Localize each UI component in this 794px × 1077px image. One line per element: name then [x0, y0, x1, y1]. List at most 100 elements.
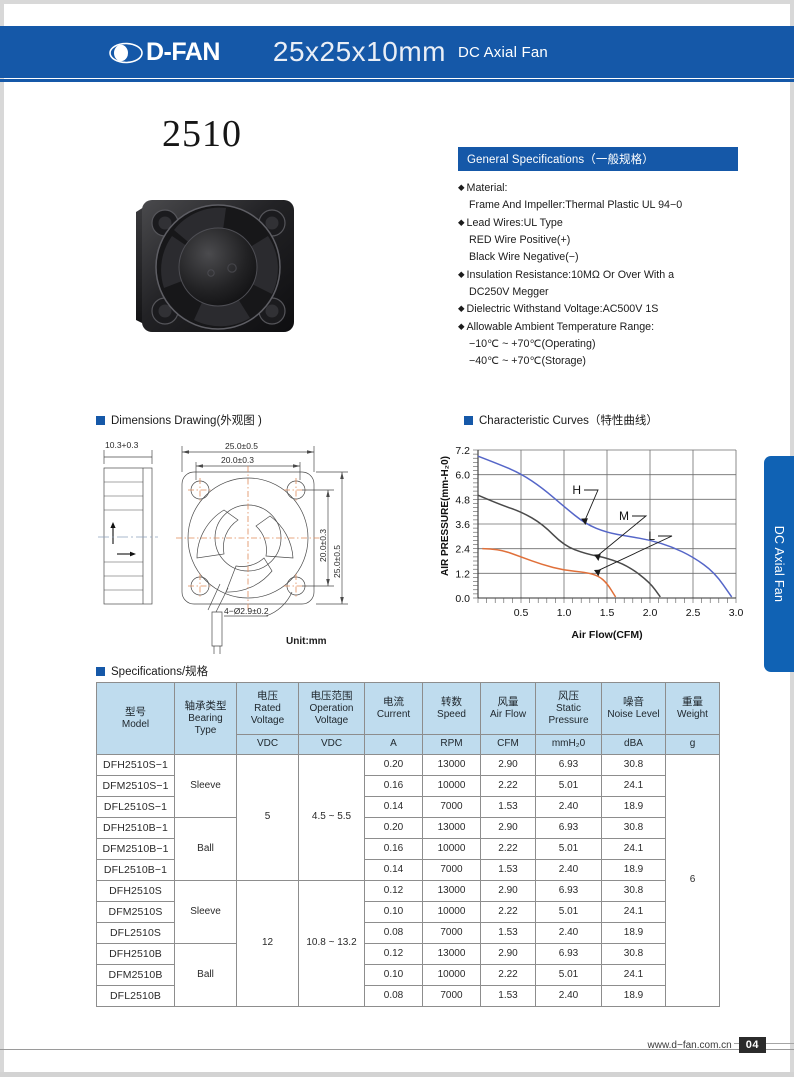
table-row: DFH2510S Sleeve 12 10.8 ~ 13.2 0.12 13000 2.90…: [96, 880, 720, 1007]
cell-model: DFH2510B−1: [96, 817, 175, 839]
cell-static-pressure: 5.01: [535, 838, 602, 860]
curve-label-M: M: [619, 509, 629, 523]
general-spec-text: −10℃ ~ +70℃(Operating): [469, 337, 596, 350]
general-spec-text: Insulation Resistance:10MΩ Or Over With …: [466, 268, 675, 281]
cell-air-flow: 2.90: [480, 817, 536, 839]
cell-speed: 13000: [422, 817, 481, 839]
cell-air-flow: 2.22: [480, 964, 536, 986]
col-header-model: 型号 Model: [96, 682, 175, 755]
page-number-badge: 04: [738, 1037, 766, 1053]
cell-current: 0.08: [364, 922, 423, 944]
general-spec-text: Lead Wires:UL Type: [466, 216, 563, 229]
cell-speed: 10000: [422, 838, 481, 860]
cell-air-flow: 2.90: [480, 880, 536, 902]
curve-label-H: H: [572, 483, 581, 497]
y-axis-label: AIR PRESSURE(mm-H₂0): [440, 456, 451, 576]
cell-current: 0.20: [364, 817, 423, 839]
col-header-en: Air Flow: [489, 708, 527, 720]
cell-speed: 13000: [422, 880, 481, 902]
cell-current: 0.14: [364, 859, 423, 881]
general-spec-line: ◆ Allowable Ambient Temperature Range:: [458, 319, 738, 336]
cell-current: 0.16: [364, 838, 423, 860]
page-footer: www.d−fan.com.cn 04: [648, 1037, 766, 1053]
col-header-cn: 噪音: [623, 696, 644, 708]
curve-H: [477, 455, 733, 598]
cell-model: DFH2510S−1: [96, 754, 175, 776]
cell-current: 0.20: [364, 754, 423, 776]
cell-noise-level: 18.9: [601, 859, 666, 881]
cell-model: DFL2510B: [96, 985, 175, 1007]
characteristic-curves-chart: 0.0 1.2 2.4 3.6 4.8 6.0 7.2 0.5 1.0 1.5 2.0 2.5 3.0 A…: [436, 432, 748, 657]
header-size: 25x25x10mm: [272, 36, 446, 67]
table-row: DFL2510S 0.08 7000 1.53 2.40 18.9: [96, 922, 720, 944]
cell-current: 0.10: [364, 964, 423, 986]
general-spec-text: RED Wire Positive(+): [469, 233, 571, 246]
general-spec-text: DC250V Megger: [469, 285, 549, 298]
cell-bearing-type: Ball: [174, 943, 237, 1007]
specifications-heading-label: Specifications/规格: [111, 666, 209, 678]
cell-speed: 7000: [422, 922, 481, 944]
col-header-cn: 型号: [125, 706, 146, 718]
col-unit-current: A: [364, 734, 423, 755]
cell-air-flow: 2.90: [480, 754, 536, 776]
cell-static-pressure: 2.40: [535, 922, 602, 944]
cell-noise-level: 24.1: [601, 901, 666, 923]
cell-noise-level: 30.8: [601, 817, 666, 839]
cell-model: DFH2510S: [96, 880, 175, 902]
specifications-section-heading: Specifications/规格: [96, 663, 208, 679]
cell-model: DFM2510B−1: [96, 838, 175, 860]
cell-model: DFM2510B: [96, 964, 175, 986]
col-header-en: Current: [376, 708, 411, 720]
cell-current: 0.10: [364, 901, 423, 923]
col-header-cn: 电流: [383, 696, 404, 708]
col-unit-air-flow: CFM: [480, 734, 536, 755]
cell-current: 0.16: [364, 775, 423, 797]
col-unit-weight: g: [665, 734, 720, 755]
col-header-en: Noise Level: [607, 708, 660, 720]
x-tick-label: 2.0: [643, 607, 658, 619]
cell-model: DFH2510B: [96, 943, 175, 965]
general-spec-line: Black Wire Negative(−): [458, 249, 738, 266]
table-row: DFL2510B 0.08 7000 1.53 2.40 18.9: [96, 985, 720, 1007]
general-specs-title: General Specifications（一般规格）: [458, 147, 738, 171]
dimensions-section-heading: Dimensions Drawing(外观图 ): [96, 412, 262, 428]
dim-thickness: 10.3+0.3: [105, 440, 139, 450]
footer-url[interactable]: www.d−fan.com.cn: [647, 1039, 732, 1051]
x-axis-label: Air Flow(CFM): [571, 629, 642, 641]
cell-static-pressure: 5.01: [535, 775, 602, 797]
dim-hole-pitch-h: 20.0±0.3: [221, 455, 254, 465]
cell-noise-level: 24.1: [601, 775, 666, 797]
cell-model: DFM2510S: [96, 901, 175, 923]
cell-model: DFL2510B−1: [96, 859, 175, 881]
cell-noise-level: 24.1: [601, 964, 666, 986]
col-header-en: Speed: [437, 708, 466, 720]
side-tab-dc-axial-fan[interactable]: DC Axial Fan: [764, 456, 794, 672]
col-header-noise-level: 噪音 Noise Level: [601, 682, 666, 735]
col-header-en: Bearing: [188, 712, 223, 724]
x-tick-label: 3.0: [729, 607, 744, 619]
cell-weight: 6: [665, 754, 720, 1007]
x-tick-label: 1.0: [557, 607, 572, 619]
curve-M: [477, 494, 661, 598]
section-marker-icon: [96, 666, 105, 676]
col-header-air-flow: 风量 Air Flow: [480, 682, 536, 735]
general-specs-list: ◆ Material: Frame And Impeller:Thermal Pla…: [458, 171, 738, 371]
cell-rated-voltage: 12: [236, 880, 299, 1007]
col-header-en: Type: [194, 724, 217, 736]
general-spec-text: Allowable Ambient Temperature Range:: [466, 320, 655, 333]
page-edge-bottom: [0, 1072, 794, 1077]
page-edge-left: [0, 0, 4, 1077]
curves-section-heading: Characteristic Curves（特性曲线）: [464, 412, 658, 428]
cell-current: 0.08: [364, 985, 423, 1007]
general-spec-text: Black Wire Negative(−): [469, 251, 579, 264]
general-spec-text: Dielectric Withstand Voltage:AC500V 1S: [466, 303, 659, 316]
diamond-bullet-icon: ◆: [458, 303, 465, 314]
col-header-speed: 转数 Speed: [422, 682, 481, 735]
cell-speed: 7000: [422, 985, 481, 1007]
cell-operation-voltage: 10.8 ~ 13.2: [298, 880, 365, 1007]
table-row: DFM2510S 0.10 10000 2.22 5.01 24.1: [96, 901, 720, 923]
cell-speed: 13000: [422, 943, 481, 965]
diamond-bullet-icon: ◆: [458, 268, 465, 279]
col-header-weight: 重量 Weight: [665, 682, 720, 735]
general-specifications: General Specifications（一般规格） ◆ Material: F…: [458, 147, 738, 371]
